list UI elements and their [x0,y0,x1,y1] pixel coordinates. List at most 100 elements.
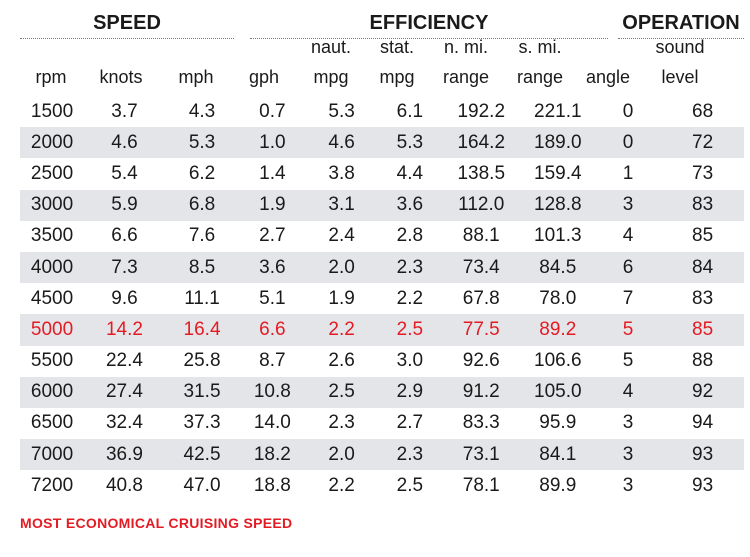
table-cell: 128.8 [520,189,595,221]
table-cell: 0 [595,127,662,159]
table-row: 7000 36.9 42.5 18.2 2.0 2.3 73.1 84.1 3 93 [20,439,744,471]
column-header: s. mi. range [504,36,576,94]
table-cell: 5 [595,314,662,346]
group-operation: OPERATION [618,10,744,39]
column-header: mph [160,36,232,94]
table-cell: 83 [661,189,744,221]
table-cell: 73.4 [441,251,521,284]
table-cell: 14.0 [253,412,291,434]
table-cell: 6.1 [396,100,424,122]
table-cell: 3 [595,439,662,471]
table-cell: 67.8 [462,287,500,309]
column-header: angle [576,36,640,94]
table-cell: 164.2 [441,127,521,159]
column-header-line1: n. mi. [443,37,488,57]
table-cell: 112.0 [441,189,521,221]
table-cell: 2.2 [328,474,355,496]
table-cell: 94 [692,412,714,434]
table-cell: 78.0 [539,287,577,309]
column-header-line2: gph [248,67,280,87]
table-cell: 3.8 [328,162,355,184]
table-cell: 2.5 [377,314,442,346]
column-header-line1: stat. [379,37,414,57]
table-cell: 2.0 [305,251,378,284]
table-cell: 27.4 [84,376,165,408]
table-cell: 4.6 [84,127,165,159]
performance-table: 1500 3.7 4.3 0.7 5.3 6.1 192.2 221.1 0 68 2000 4.6 5… [20,96,744,501]
column-header-line1 [82,36,160,58]
table-row: 4000 7.3 8.5 3.6 2.0 2.3 73.4 84.5 6 84 [20,251,744,284]
table-cell: 138.5 [457,162,506,184]
table-cell: 2.0 [305,439,378,471]
table-cell: 4 [622,225,634,247]
table-cell: 5.3 [164,127,240,159]
table-cell: 85 [661,314,744,346]
column-header: n. mi. range [428,36,504,94]
table-cell: 92 [661,376,744,408]
table-cell: 1.9 [239,189,306,221]
table-cell: 192.2 [457,100,506,122]
table-cell: 89.9 [539,474,577,496]
column-header-line2: angle [585,67,631,87]
table-cell: 11.1 [184,287,220,309]
table-row: 2000 4.6 5.3 1.0 4.6 5.3 164.2 189.0 0 72 [20,127,744,159]
table-cell: 7.3 [84,251,165,284]
table-cell: 78.1 [462,474,500,496]
column-header-line1: s. mi. [518,37,562,57]
table-cell: 5.3 [377,127,442,159]
column-header-line2: mpg [313,67,349,87]
table-cell: 3.0 [396,350,424,372]
table-cell: 7000 [20,439,85,471]
table-cell: 0 [622,100,634,122]
table-cell: 4 [595,376,662,408]
table-cell: 3.1 [305,189,378,221]
table-row: 3500 6.6 7.6 2.7 2.4 2.8 88.1 101.3 4 85 [20,221,744,252]
table-cell: 73.1 [441,439,521,471]
group-efficiency: EFFICIENCY [250,10,608,39]
table-cell: 6.6 [239,314,306,346]
column-header: rpm [20,36,82,94]
table-row: 6000 27.4 31.5 10.8 2.5 2.9 91.2 105.0 4 92 [20,376,744,408]
table-cell: 6.8 [164,189,240,221]
table-cell: 72 [661,127,744,159]
table-cell: 7.6 [188,225,216,247]
column-header: sound level [640,36,720,94]
column-header-line2: level [661,67,699,87]
table-cell: 92.6 [462,350,500,372]
column-header-line2: knots [99,67,143,87]
table-cell: 18.8 [253,474,291,496]
table-cell: 6.2 [188,162,216,184]
table-cell: 2.2 [305,314,378,346]
table-cell: 105.0 [520,376,595,408]
column-header-line1: sound [655,37,705,57]
table-cell: 1500 [30,100,74,122]
table-cell: 221.1 [534,100,582,122]
table-cell: 91.2 [441,376,521,408]
table-cell: 84.5 [520,251,595,284]
table-cell: 93 [692,474,714,496]
table-cell: 40.8 [105,474,143,496]
column-header-line1 [232,36,296,58]
column-header-line2: range [516,67,564,87]
table-cell: 10.8 [239,376,306,408]
table-cell: 22.4 [105,350,143,372]
table-cell: 189.0 [520,127,595,159]
table-row: 4500 9.6 11.1 5.1 1.9 2.2 67.8 78.0 7 83 [20,283,744,314]
table-cell: 4500 [30,287,74,309]
table-cell: 3 [595,189,662,221]
table-cell: 2.5 [305,376,378,408]
table-cell: 93 [661,439,744,471]
table-cell: 88.1 [462,225,500,247]
column-header: naut. mpg [296,36,366,94]
column-header-line1 [20,36,82,58]
table-cell: 42.5 [164,439,240,471]
column-header: gph [232,36,296,94]
table-cell: 68 [692,100,714,122]
table-cell: 5.9 [84,189,165,221]
table-row: 7200 40.8 47.0 18.8 2.2 2.5 78.1 89.9 3 93 [20,470,744,501]
table-cell: 8.7 [259,350,286,372]
table-cell: 84 [661,251,744,284]
column-header-line2: mpg [379,67,415,87]
table-cell: 5000 [20,314,85,346]
table-cell: 5.4 [111,162,138,184]
